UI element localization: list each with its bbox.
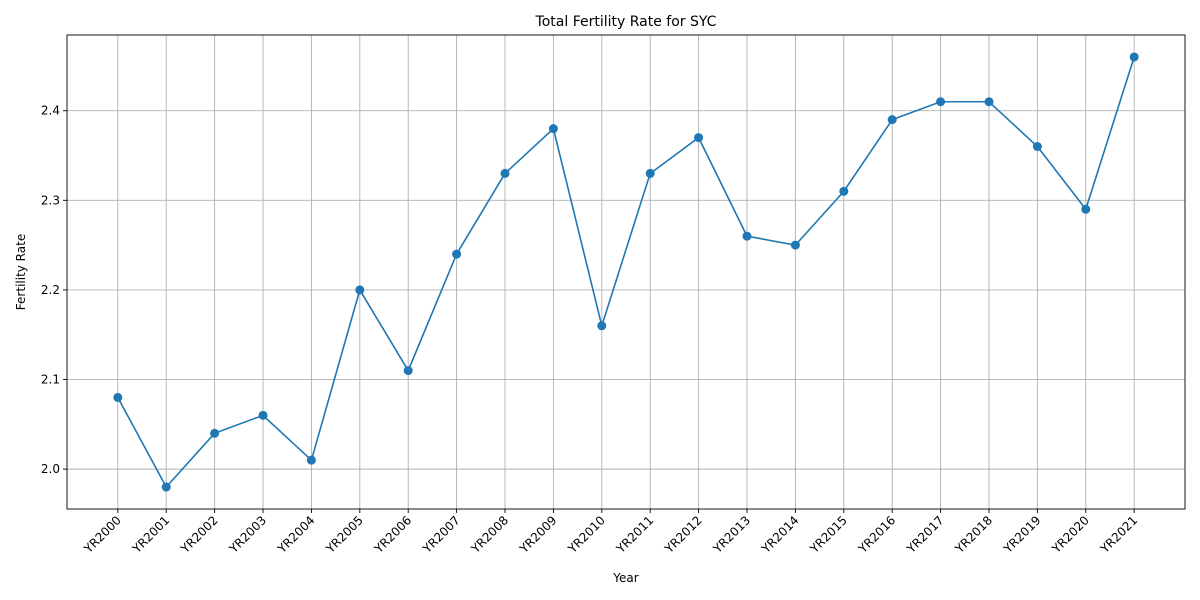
x-tick-label: YR2016: [855, 513, 898, 556]
x-tick-label: YR2018: [952, 513, 995, 556]
x-tick-label: YR2006: [371, 513, 414, 556]
data-point: [306, 455, 316, 465]
data-point: [694, 133, 704, 143]
x-tick-label: YR2003: [226, 513, 269, 556]
data-point: [1129, 52, 1139, 62]
x-tick-label: YR2007: [419, 513, 462, 556]
x-tick-label: YR2005: [323, 513, 366, 556]
data-point: [936, 97, 946, 107]
x-tick-label: YR2015: [807, 513, 850, 556]
series-layer: [113, 52, 1139, 492]
x-tick-label: YR2008: [468, 513, 511, 556]
y-tick-label: 2.1: [41, 373, 60, 387]
y-tick-label: 2.0: [41, 462, 60, 476]
x-tick-label: YR2000: [81, 513, 124, 556]
x-tick-label: YR2019: [1000, 513, 1043, 556]
y-tick-label: 2.3: [41, 193, 60, 207]
data-point: [161, 482, 171, 492]
data-point: [887, 115, 897, 125]
data-point: [113, 392, 123, 402]
x-tick-label: YR2013: [710, 513, 753, 556]
data-point: [645, 168, 655, 178]
data-point: [258, 410, 268, 420]
x-tick-label: YR2012: [661, 513, 704, 556]
data-point: [790, 240, 800, 250]
data-point: [548, 124, 558, 134]
data-point: [839, 186, 849, 196]
grid-lines: [67, 35, 1185, 509]
data-point: [742, 231, 752, 241]
data-point: [1032, 142, 1042, 152]
chart-title: Total Fertility Rate for SYC: [535, 14, 717, 30]
x-tick-label: YR2017: [903, 513, 946, 556]
x-axis-label: Year: [612, 571, 638, 585]
x-tick-label: YR2011: [613, 513, 656, 556]
axis-ticks: YR2000 YR2001 YR2002 YR2003 YR2004 YR2005 YR20…: [41, 104, 1140, 557]
data-point: [1081, 204, 1091, 214]
x-tick-label: YR2002: [177, 513, 220, 556]
data-point: [355, 285, 365, 295]
x-tick-label: YR2009: [516, 513, 559, 556]
plot-frame: [66, 34, 1186, 510]
x-tick-label: YR2010: [565, 513, 608, 556]
data-point: [210, 428, 220, 438]
data-point: [597, 321, 607, 331]
x-tick-label: YR2014: [758, 513, 801, 556]
x-tick-label: YR2021: [1097, 513, 1140, 556]
data-point: [452, 249, 462, 259]
x-tick-label: YR2020: [1049, 513, 1092, 556]
series-line: [117, 56, 1135, 489]
x-tick-label: YR2004: [274, 513, 317, 556]
data-point: [403, 366, 413, 376]
y-axis-label: Fertility Rate: [14, 234, 28, 310]
x-tick-label: YR2001: [129, 513, 172, 556]
data-point: [500, 168, 510, 178]
y-tick-label: 2.4: [41, 104, 60, 118]
data-point: [984, 97, 994, 107]
y-tick-label: 2.2: [41, 283, 60, 297]
